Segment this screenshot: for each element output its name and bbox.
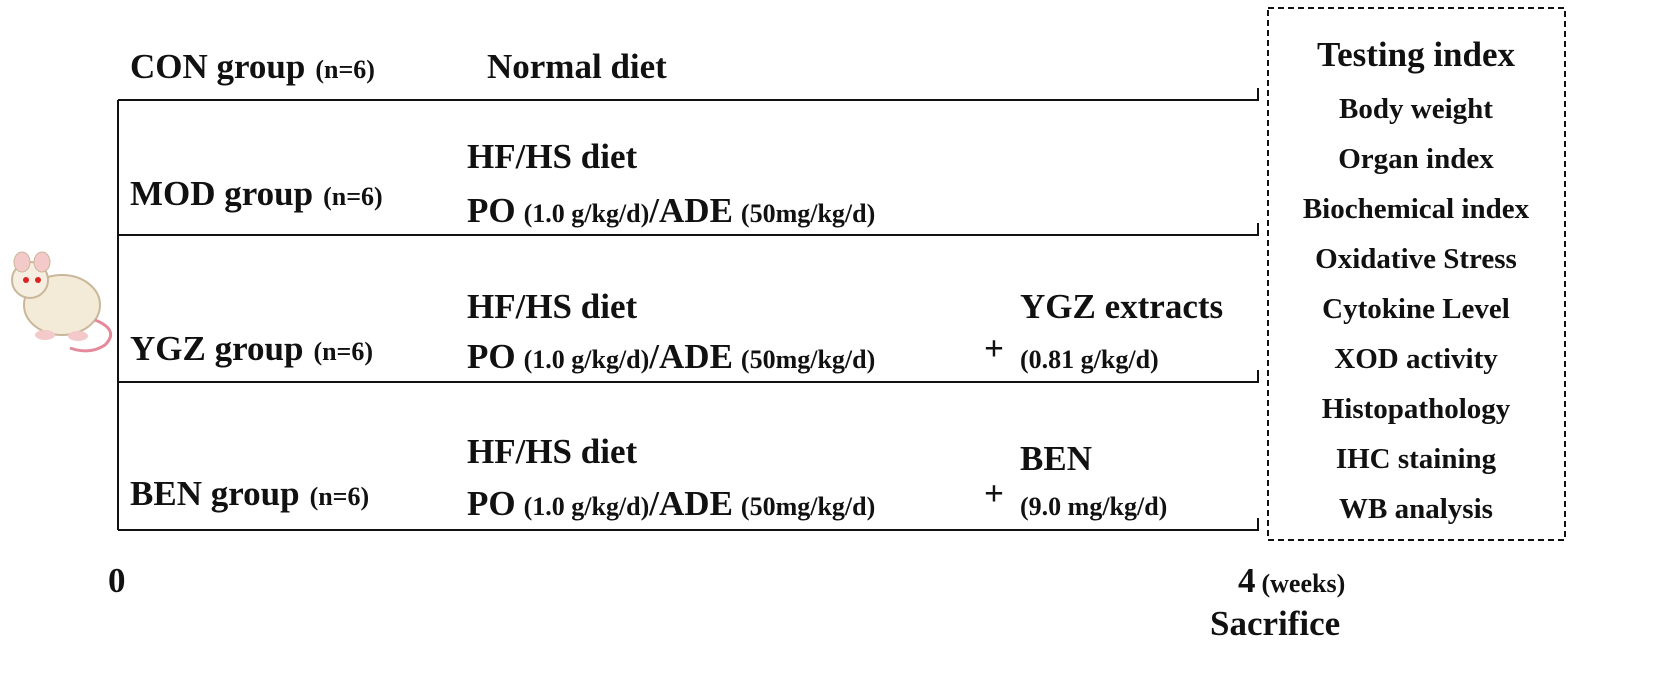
group-name: BEN group — [130, 474, 300, 513]
plus: + — [984, 329, 1004, 368]
group-n: (n=6) — [310, 482, 370, 511]
testing-item: Organ index — [1338, 143, 1494, 175]
diet: HF/HS diet — [467, 137, 637, 176]
group-line — [118, 88, 1259, 101]
group-label: MOD group (n=6) — [130, 174, 383, 213]
regimen: PO (1.0 g/kg/d)/ADE (50mg/kg/d) — [467, 484, 875, 523]
regimen-part: (1.0 g/kg/d) — [524, 199, 650, 228]
regimen: PO (1.0 g/kg/d)/ADE (50mg/kg/d) — [467, 337, 875, 376]
testing-item: IHC staining — [1336, 443, 1497, 475]
regimen-part: /ADE — [648, 191, 733, 230]
regimen-part: /ADE — [648, 484, 733, 523]
group-line — [118, 370, 1259, 383]
testing-item: Histopathology — [1322, 393, 1511, 425]
diet: HF/HS diet — [467, 432, 637, 471]
testing-item: Biochemical index — [1303, 193, 1530, 225]
group-n: (n=6) — [323, 182, 383, 211]
treatment-dose: (0.81 g/kg/d) — [1020, 345, 1159, 374]
group-n: (n=6) — [315, 55, 375, 84]
plus: + — [984, 474, 1004, 513]
regimen-part: PO — [467, 191, 516, 230]
group-label: YGZ group (n=6) — [130, 329, 373, 368]
testing-item: Oxidative Stress — [1315, 243, 1517, 275]
diet: HF/HS diet — [467, 287, 637, 326]
regimen-part: PO — [467, 484, 516, 523]
diet: Normal diet — [487, 47, 667, 86]
treatment-name: YGZ extracts — [1020, 287, 1223, 326]
testing-item: Body weight — [1339, 93, 1493, 125]
testing-title: Testing index — [1317, 35, 1516, 74]
testing-item: XOD activity — [1334, 343, 1498, 375]
testing-item: Cytokine Level — [1322, 293, 1510, 325]
timeline-end-value: 4 — [1238, 561, 1256, 600]
testing-box — [1267, 7, 1566, 541]
regimen-part: (1.0 g/kg/d) — [524, 492, 650, 521]
group-name: YGZ group — [130, 329, 303, 368]
group-line — [118, 518, 1259, 531]
regimen-part: PO — [467, 337, 516, 376]
regimen-part: (1.0 g/kg/d) — [524, 345, 650, 374]
timeline-start: 0 — [108, 561, 126, 600]
timeline-end: 4 (weeks) — [1238, 561, 1345, 600]
timeline-unit: (weeks) — [1262, 569, 1346, 598]
treatment-dose: (9.0 mg/kg/d) — [1020, 492, 1167, 521]
treatment-name: BEN — [1020, 439, 1092, 478]
rat-icon — [11, 251, 113, 353]
regimen-part: (50mg/kg/d) — [741, 345, 875, 374]
regimen-part: (50mg/kg/d) — [741, 199, 875, 228]
timeline-end-label: Sacrifice — [1210, 604, 1340, 643]
group-name: CON group — [130, 47, 305, 86]
regimen-part: /ADE — [648, 337, 733, 376]
group-line — [118, 223, 1259, 236]
testing-item: WB analysis — [1339, 493, 1493, 525]
group-label: BEN group (n=6) — [130, 474, 369, 513]
regimen: PO (1.0 g/kg/d)/ADE (50mg/kg/d) — [467, 191, 875, 230]
group-name: MOD group — [130, 174, 313, 213]
group-n: (n=6) — [313, 337, 373, 366]
regimen-part: (50mg/kg/d) — [741, 492, 875, 521]
group-label: CON group (n=6) — [130, 47, 375, 86]
